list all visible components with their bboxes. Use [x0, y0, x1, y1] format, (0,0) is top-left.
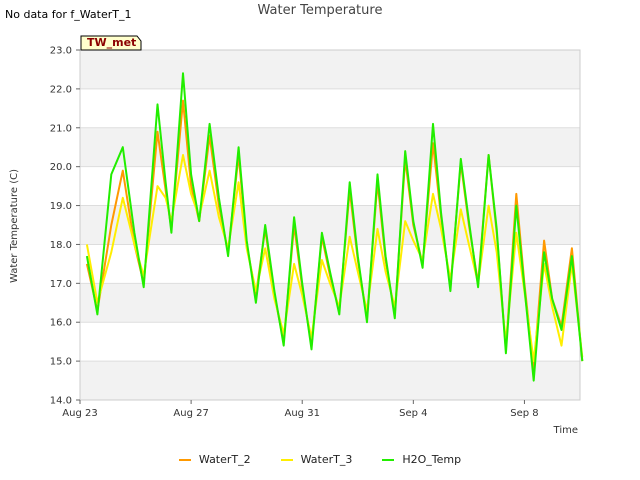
plot-band: [80, 88, 580, 128]
tw-met-badge-label: TW_met: [87, 36, 136, 49]
y-tick-label: 14.0: [50, 396, 72, 407]
x-tick-label: Sep 8: [510, 408, 538, 419]
y-tick-label: 17.0: [50, 279, 72, 290]
x-tick-label: Aug 31: [285, 408, 320, 419]
plot-band: [80, 322, 580, 362]
tw-met-badge: TW_met: [80, 35, 142, 51]
no-data-note: No data for f_WaterT_1: [5, 8, 132, 21]
legend-swatch-watert-2: [178, 458, 191, 461]
legend-label-h2o-temp: H2O_Temp: [402, 453, 462, 466]
x-axis-ticks: Aug 23 Aug 27 Aug 31 Sep 4 Sep 8: [62, 400, 539, 419]
legend-label-watert-3: WaterT_3: [300, 453, 353, 466]
y-tick-label: 22.0: [50, 84, 72, 95]
y-tick-label: 15.0: [50, 357, 72, 368]
y-tick-label: 23.0: [50, 46, 72, 57]
plot-band: [80, 50, 580, 89]
x-tick-label: Sep 4: [399, 408, 427, 419]
x-axis-label: Time: [553, 425, 578, 436]
y-tick-label: 21.0: [50, 123, 72, 134]
y-tick-label: 18.0: [50, 240, 72, 251]
plot-band: [80, 283, 580, 323]
x-tick-label: Aug 23: [62, 408, 97, 419]
plot-band: [80, 361, 580, 400]
y-axis-label: Water Temperature (C): [9, 169, 20, 283]
series-lines: [85, 72, 584, 382]
chart-legend: WaterT_2 WaterT_3 H2O_Temp: [0, 453, 640, 466]
plot-frame: [79, 49, 581, 401]
legend-swatch-h2o-temp: [382, 458, 395, 461]
legend-item-h2o-temp: H2O_Temp: [382, 453, 461, 466]
y-tick-label: 19.0: [50, 201, 72, 212]
chart-title: Water Temperature: [257, 3, 383, 18]
series-line-h2o-temp: [85, 72, 584, 382]
legend-item-watert-2: WaterT_2: [178, 453, 251, 466]
legend-swatch-watert-3: [280, 458, 293, 461]
x-tick-label: Aug 27: [173, 408, 208, 419]
y-axis-ticks: 14.0 15.0 16.0 17.0 18.0 19.0 20.0 21.0 22.0 23.0: [50, 46, 80, 407]
plot-band: [80, 205, 580, 245]
legend-item-watert-3: WaterT_3: [280, 453, 353, 466]
legend-label-watert-2: WaterT_2: [198, 453, 251, 466]
y-tick-label: 20.0: [50, 162, 72, 173]
y-tick-label: 16.0: [50, 318, 72, 329]
